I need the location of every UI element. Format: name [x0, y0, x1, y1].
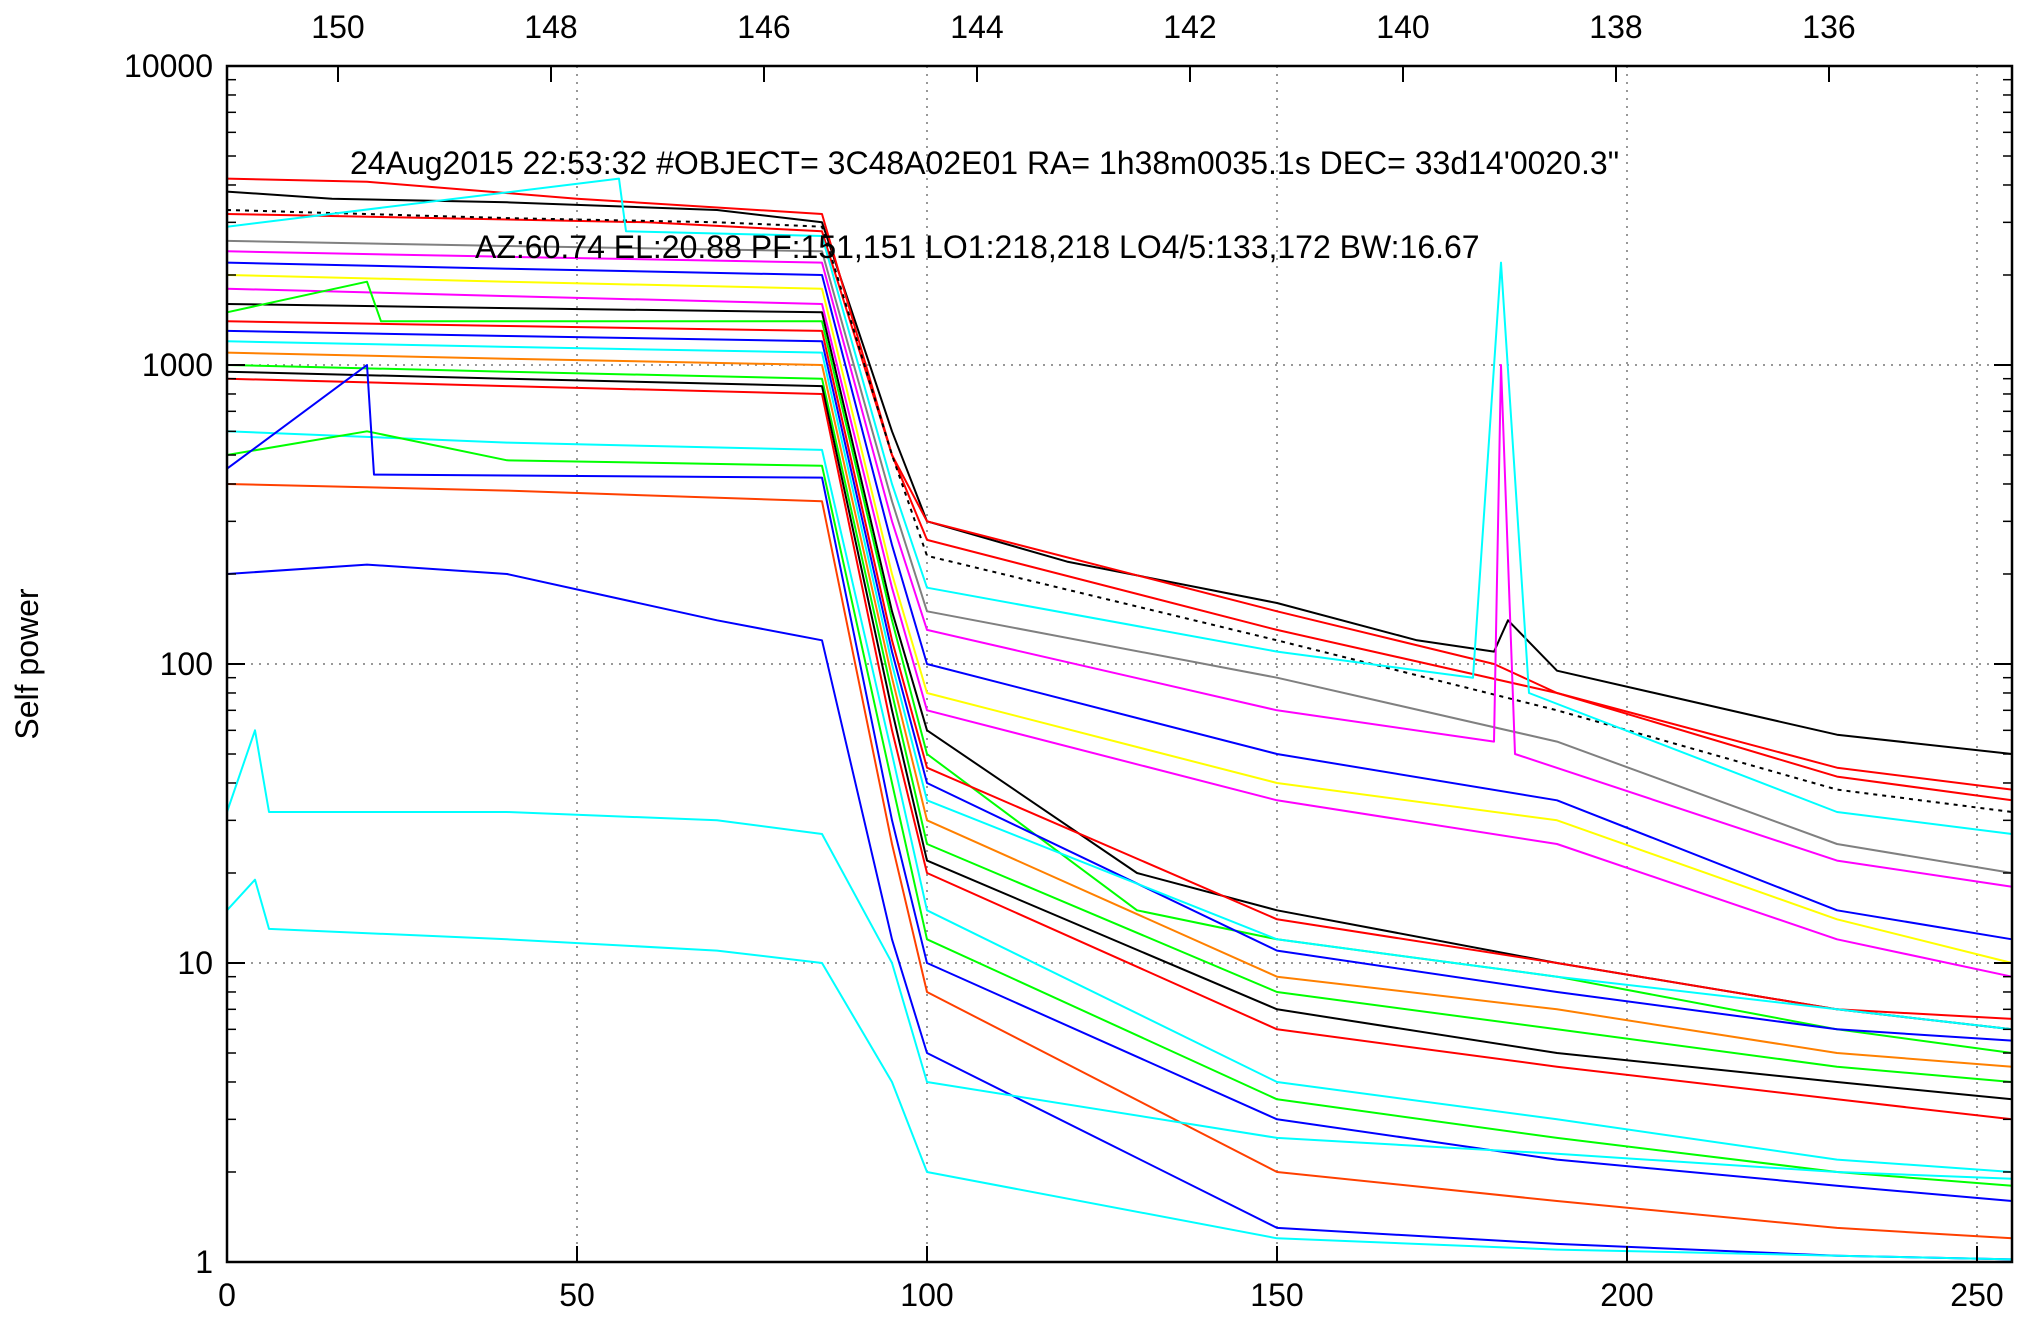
series-line: [226, 430, 2013, 1187]
x-tick-label: 0: [218, 1277, 236, 1313]
x-tick-label: 100: [900, 1277, 953, 1313]
x-tick-label: 250: [1950, 1277, 2003, 1313]
series-line: [226, 483, 2013, 1240]
series-line: [226, 320, 2013, 1020]
series-line: [226, 177, 2013, 835]
top-tick-label: 136: [1802, 9, 1855, 45]
series-line: [226, 563, 2013, 1261]
grid: [227, 66, 2012, 1262]
top-tick-label: 150: [311, 9, 364, 45]
top-tick-label: 140: [1376, 9, 1429, 45]
series-line: [226, 261, 2013, 941]
top-tick-label: 142: [1163, 9, 1216, 45]
series-line: [226, 303, 2013, 1031]
y-tick-label: 10000: [124, 48, 213, 84]
series-line: [226, 351, 2013, 1068]
x-tick-label: 200: [1600, 1277, 1653, 1313]
x-tick-label: 150: [1250, 1277, 1303, 1313]
y-tick-label: 100: [160, 646, 213, 682]
series-line: [226, 430, 2013, 1173]
y-tick-label: 10: [177, 945, 213, 981]
series-line: [226, 364, 2013, 1083]
y-axis-label: Self power: [9, 588, 45, 740]
series-line: [226, 274, 2013, 964]
header-line-1: 24Aug2015 22:53:32 #OBJECT= 3C48A02E01 R…: [350, 145, 1619, 181]
top-tick-label: 138: [1589, 9, 1642, 45]
series-line: [226, 287, 2013, 978]
series-line: [226, 340, 2013, 1031]
series-line: [226, 280, 2013, 1054]
series-group: [226, 177, 2013, 1261]
series-line: [226, 329, 2013, 1042]
series-line: [226, 213, 2013, 802]
top-tick-label: 146: [737, 9, 790, 45]
y-tick-label: 1000: [142, 347, 213, 383]
y-tick-label: 1: [195, 1244, 213, 1280]
series-line: [226, 729, 2013, 1180]
x-tick-label: 50: [559, 1277, 595, 1313]
series-line: [226, 364, 2013, 1202]
series-line: [226, 190, 2013, 755]
axis-ticks: 0 50 100 150 200 250 1 10 100 1000 10000 150 148 146 1…: [124, 9, 2012, 1313]
series-line: [226, 377, 2013, 1121]
series-line: [226, 878, 2013, 1261]
series-line: [226, 239, 2013, 874]
series-line: [226, 370, 2013, 1101]
series-line: [226, 250, 2013, 888]
top-tick-label: 148: [524, 9, 577, 45]
header-line-2: AZ:60.74 EL:20.88 PF:151,151 LO1:218,218…: [475, 229, 1480, 265]
top-tick-label: 144: [950, 9, 1003, 45]
series-line: [226, 177, 2013, 791]
series-line: [226, 209, 2013, 813]
